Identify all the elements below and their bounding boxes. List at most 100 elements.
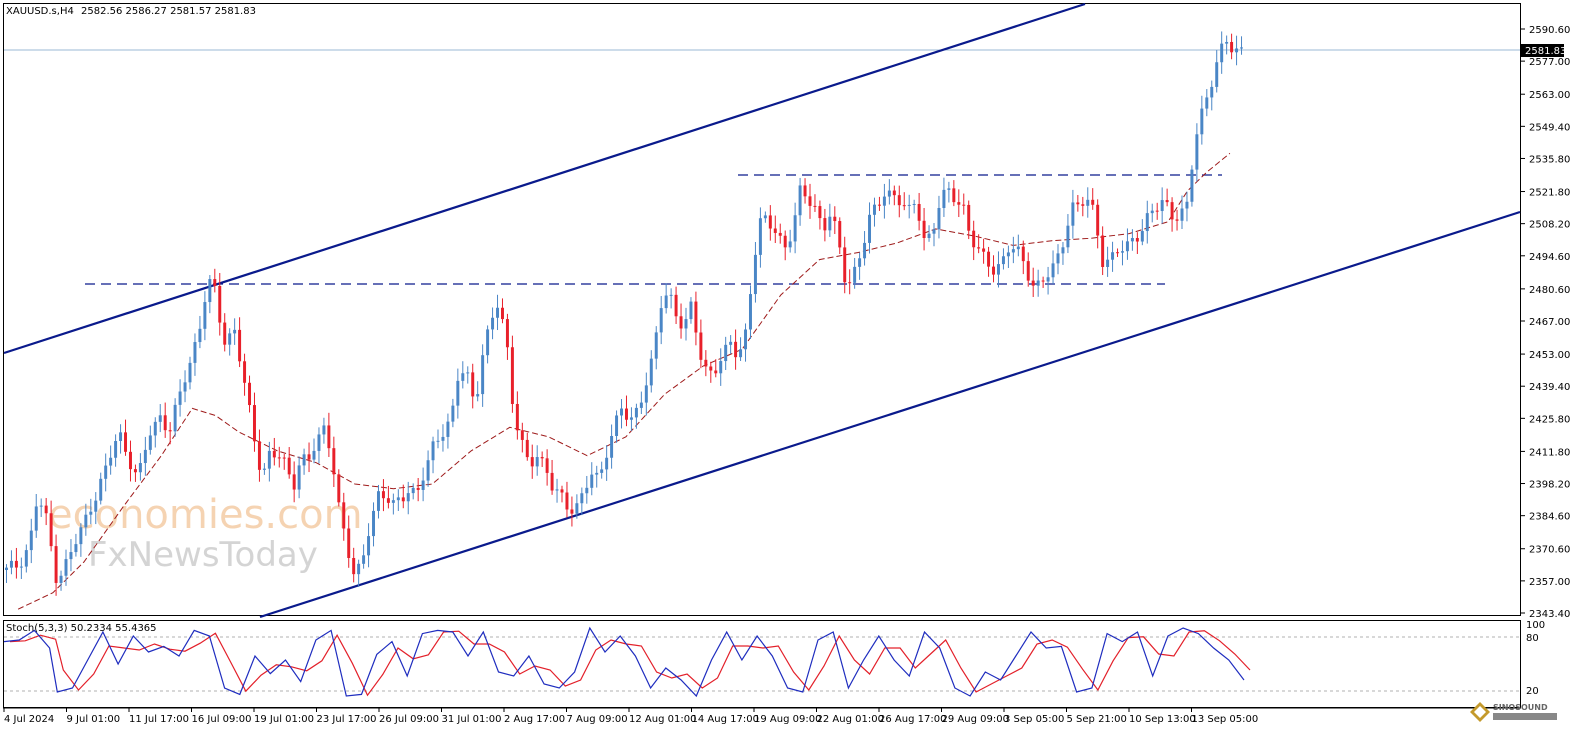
candle-body	[49, 513, 53, 547]
candle-body	[823, 218, 827, 231]
candle-body	[431, 441, 435, 461]
candle-body	[352, 557, 356, 575]
candle-body	[357, 563, 361, 575]
candle-body	[1001, 256, 1005, 265]
candle-body	[252, 405, 256, 442]
candle-body	[1125, 241, 1129, 252]
candle-body	[758, 218, 762, 255]
candle-body	[639, 402, 643, 408]
candle-body	[813, 205, 817, 207]
candle-body	[381, 491, 385, 499]
candle-body	[634, 407, 638, 418]
candle-body	[1235, 48, 1239, 53]
candle-body	[396, 497, 400, 501]
watermark-fxnewstoday: FxNewsToday	[88, 535, 318, 575]
current-price-tag	[1521, 44, 1564, 57]
main-pane-frame	[3, 3, 1521, 616]
candle-body	[704, 359, 708, 367]
x-tick-label: 12 Aug 01:00	[629, 714, 696, 725]
y-tick-label: 2439.40	[1529, 382, 1570, 393]
candle-body	[674, 294, 678, 317]
candle-body	[560, 489, 564, 493]
candle-body	[853, 266, 857, 283]
candle-body	[99, 478, 103, 501]
candle-body	[1210, 86, 1214, 98]
y-tick-label: 2467.00	[1529, 317, 1570, 328]
candle-body	[699, 332, 703, 360]
candle-body	[168, 430, 172, 432]
candle-body	[332, 448, 336, 475]
candle-body	[337, 474, 341, 503]
channel-lower-line	[259, 210, 1521, 619]
candle-body	[942, 189, 946, 208]
candle-body	[367, 536, 371, 556]
candle-body	[922, 220, 926, 238]
x-tick-label: 26 Jul 09:00	[379, 714, 439, 725]
y-tick-label: 2521.80	[1529, 188, 1570, 199]
candle-body	[669, 294, 673, 296]
candle-body	[1135, 238, 1139, 242]
candle-body	[421, 480, 425, 490]
candle-body	[133, 469, 137, 473]
candle-body	[783, 235, 787, 248]
stoch-level-100-label: 100	[1526, 620, 1545, 631]
candle-body	[1071, 202, 1075, 226]
candle-body	[287, 457, 291, 475]
candle-body	[1021, 246, 1025, 262]
candle-body	[902, 205, 906, 207]
candle-body	[441, 436, 445, 441]
y-tick-label: 2384.60	[1529, 512, 1570, 523]
candle-body	[937, 207, 941, 230]
candle-body	[322, 425, 326, 435]
candle-body	[1205, 97, 1209, 109]
candle-body	[833, 216, 837, 222]
candle-body	[451, 405, 455, 422]
candle-body	[1170, 202, 1174, 220]
candle-body	[848, 282, 852, 284]
current-price-text: 2581.83	[1525, 46, 1566, 57]
x-tick-label: 19 Aug 09:00	[754, 714, 821, 725]
candle-body	[590, 474, 594, 488]
candle-body	[1066, 225, 1070, 248]
candle-body	[203, 302, 207, 329]
candle-body	[843, 247, 847, 283]
candle-body	[486, 329, 490, 356]
candle-body	[391, 500, 395, 503]
candle-body	[1116, 252, 1120, 254]
candle-body	[610, 435, 614, 458]
candle-body	[510, 347, 514, 404]
moving-average-layer	[17, 152, 1231, 610]
candle-body	[620, 408, 624, 416]
candle-body	[719, 361, 723, 374]
candle-body	[773, 228, 777, 233]
candle-body	[570, 509, 574, 514]
candle-body	[907, 204, 911, 206]
candle-body	[411, 487, 415, 494]
x-tick-label: 26 Aug 17:00	[879, 714, 946, 725]
candle-body	[808, 196, 812, 206]
candle-body	[887, 190, 891, 197]
x-tick-label: 3 Sep 05:00	[1004, 714, 1064, 725]
x-tick-label: 14 Aug 17:00	[692, 714, 759, 725]
candle-body	[178, 391, 182, 405]
candle-body	[272, 450, 276, 458]
candle-body	[982, 248, 986, 252]
candle-body	[729, 341, 733, 345]
x-tick-label: 10 Sep 13:00	[1129, 714, 1196, 725]
candle-body	[89, 511, 93, 515]
candle-body	[188, 362, 192, 383]
candle-body	[629, 417, 633, 420]
price-axis: 2590.60 2577.00 2563.00 2549.40 2535.80 2521.…	[1521, 25, 1570, 620]
stoch-level-20-label: 20	[1526, 686, 1539, 697]
candle-body	[317, 434, 321, 451]
candle-body	[659, 308, 663, 333]
svg-text:SINOSOUND: SINOSOUND	[1493, 703, 1548, 712]
candle-body	[793, 215, 797, 242]
candle-body	[74, 544, 78, 553]
candle-body	[54, 546, 58, 583]
candle-body	[892, 190, 896, 196]
sinosound-logo: SINOSOUND	[1470, 702, 1557, 722]
candle-body	[882, 196, 886, 206]
candle-body	[694, 301, 698, 333]
